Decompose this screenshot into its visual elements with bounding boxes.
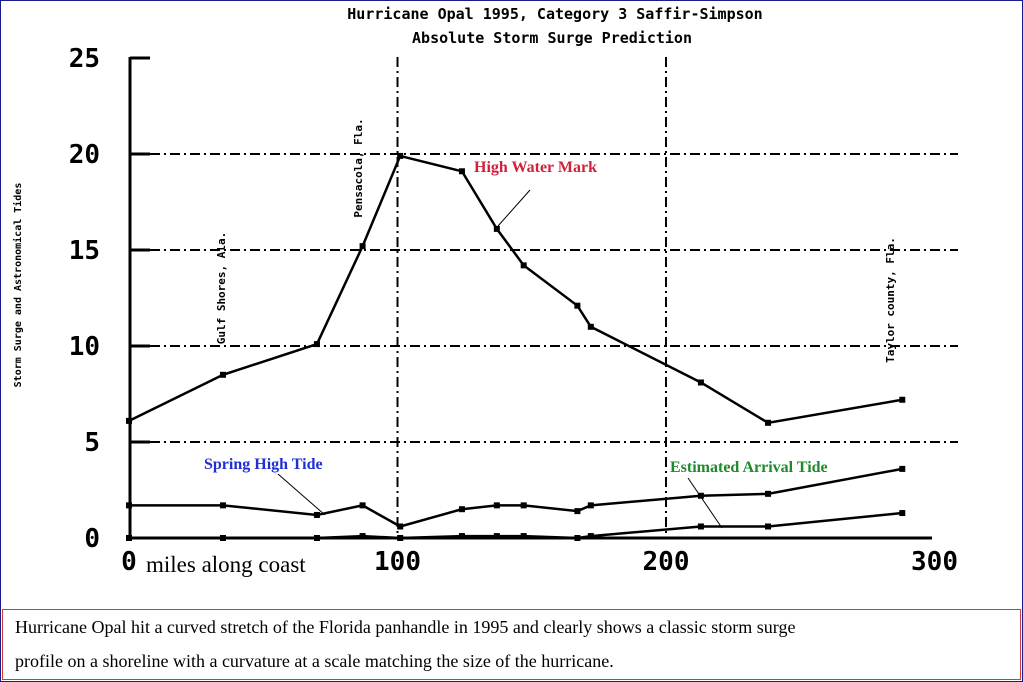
x-tick-label-0: 0: [121, 547, 137, 577]
series-line-high-water-mark: [128, 154, 903, 425]
storm-surge-chart: 0 5 10 15 20 25 0 100 200 300 Hurricane Opal 1995…: [12, 5, 958, 577]
annotation-high-water-leader: [497, 189, 531, 227]
data-point-spring-high-tide: [493, 502, 500, 509]
data-point-high-water-mark: [587, 323, 594, 330]
y-tick-label-10: 10: [69, 332, 100, 362]
y-tick-label-15: 15: [69, 236, 100, 266]
data-point-spring-high-tide: [765, 490, 772, 497]
caption-line-1: Hurricane Opal hit a curved stretch of t…: [15, 617, 796, 637]
data-series: [126, 152, 906, 541]
data-point-estimated-arrival-tide: [574, 535, 581, 541]
data-point-high-water-mark: [397, 152, 404, 159]
data-point-high-water-mark: [126, 417, 132, 424]
y-axis-label: Storm Surge and Astronomical Tides: [12, 183, 24, 388]
data-point-high-water-mark: [899, 396, 906, 403]
annotation-spring-high-tide: Spring High Tide: [204, 456, 323, 473]
data-point-estimated-arrival-tide: [697, 523, 704, 530]
y-tick-label-20: 20: [69, 140, 100, 170]
caption-box: Hurricane Opal hit a curved stretch of t…: [2, 609, 1021, 680]
label-gulf-shores: Gulf Shores, Ala.: [215, 232, 228, 345]
annotation-high-water-mark: High Water Mark: [474, 159, 597, 176]
data-point-high-water-mark: [520, 262, 527, 269]
data-point-high-water-mark: [313, 341, 320, 348]
series-line-estimated-arrival-tide: [129, 511, 903, 540]
y-tick-label-5: 5: [84, 428, 100, 458]
data-point-estimated-arrival-tide: [126, 535, 132, 541]
data-point-estimated-arrival-tide: [493, 533, 500, 540]
x-tick-label-100: 100: [374, 547, 421, 577]
data-point-high-water-mark: [493, 225, 500, 232]
data-point-spring-high-tide: [219, 502, 226, 509]
data-point-estimated-arrival-tide: [520, 533, 527, 540]
data-point-high-water-mark: [765, 419, 772, 426]
x-tick-label-300: 300: [911, 547, 958, 577]
annotation-arrival-tide-leader: [687, 477, 723, 529]
data-point-high-water-mark: [574, 302, 581, 309]
data-point-estimated-arrival-tide: [458, 533, 465, 540]
label-taylor-county: Taylor county, Fla.: [884, 237, 897, 363]
data-point-estimated-arrival-tide: [397, 535, 404, 541]
caption-line-2: profile on a shoreline with a curvature …: [15, 651, 614, 671]
data-point-spring-high-tide: [574, 508, 581, 515]
data-point-high-water-mark: [219, 371, 226, 378]
data-point-estimated-arrival-tide: [587, 533, 594, 540]
y-tick-label-0: 0: [84, 524, 100, 554]
data-point-spring-high-tide: [587, 502, 594, 509]
data-point-spring-high-tide: [520, 502, 527, 509]
data-point-estimated-arrival-tide: [219, 535, 226, 541]
chart-title: Hurricane Opal 1995, Category 3 Saffir-S…: [347, 5, 762, 23]
chart-subtitle: Absolute Storm Surge Prediction: [412, 29, 692, 47]
x-axis-label: miles along coast: [146, 552, 306, 577]
data-point-spring-high-tide: [697, 492, 704, 499]
grid-lines: [130, 57, 958, 538]
x-tick-label-200: 200: [643, 547, 690, 577]
data-point-spring-high-tide: [359, 502, 366, 509]
data-point-estimated-arrival-tide: [313, 535, 320, 541]
data-point-high-water-mark: [697, 379, 704, 386]
y-tick-label-25: 25: [69, 44, 100, 74]
label-pensacola: Pensacola, Fla.: [352, 118, 365, 217]
data-point-estimated-arrival-tide: [359, 533, 366, 540]
annotation-estimated-arrival-tide: Estimated Arrival Tide: [670, 459, 828, 476]
data-point-estimated-arrival-tide: [765, 523, 772, 530]
annotation-spring-tide-leader: [277, 473, 326, 516]
series-line-spring-high-tide: [129, 467, 903, 528]
data-point-spring-high-tide: [126, 502, 132, 509]
axis-ticks: 0 5 10 15 20 25 0 100 200 300: [69, 44, 958, 577]
data-point-estimated-arrival-tide: [899, 510, 906, 517]
data-point-high-water-mark: [458, 168, 465, 175]
data-point-spring-high-tide: [397, 523, 404, 530]
data-point-spring-high-tide: [458, 506, 465, 513]
data-point-high-water-mark: [359, 243, 366, 250]
data-point-spring-high-tide: [313, 511, 320, 518]
data-point-spring-high-tide: [899, 465, 906, 472]
